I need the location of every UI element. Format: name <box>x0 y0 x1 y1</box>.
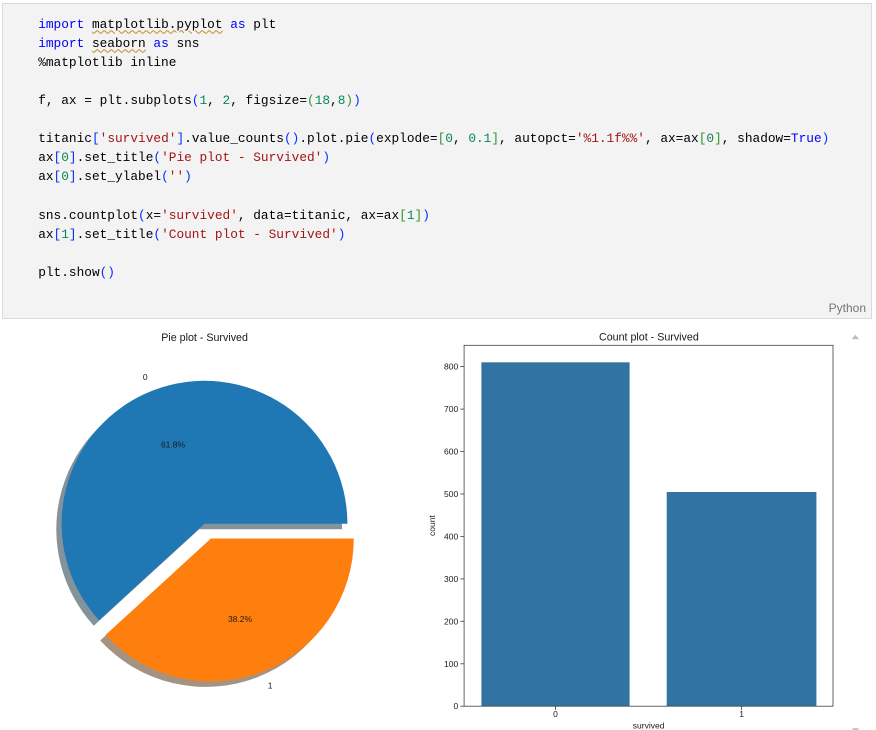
svg-text:61.8%: 61.8% <box>161 440 186 450</box>
svg-text:count: count <box>427 515 437 536</box>
svg-text:0: 0 <box>143 372 148 382</box>
svg-text:Pie plot - Survived: Pie plot - Survived <box>161 332 248 344</box>
svg-text:1: 1 <box>268 680 273 690</box>
svg-text:0: 0 <box>453 701 458 711</box>
svg-text:800: 800 <box>444 362 458 372</box>
svg-text:400: 400 <box>444 531 458 541</box>
svg-text:0: 0 <box>553 709 558 719</box>
svg-text:600: 600 <box>444 447 458 457</box>
svg-text:500: 500 <box>444 489 458 499</box>
svg-text:300: 300 <box>444 574 458 584</box>
svg-text:38.2%: 38.2% <box>228 614 253 624</box>
svg-text:survived: survived <box>633 720 665 730</box>
svg-text:200: 200 <box>444 616 458 626</box>
svg-text:700: 700 <box>444 404 458 414</box>
svg-text:1: 1 <box>739 709 744 719</box>
svg-text:100: 100 <box>444 659 458 669</box>
svg-text:Count plot - Survived: Count plot - Survived <box>599 331 699 343</box>
